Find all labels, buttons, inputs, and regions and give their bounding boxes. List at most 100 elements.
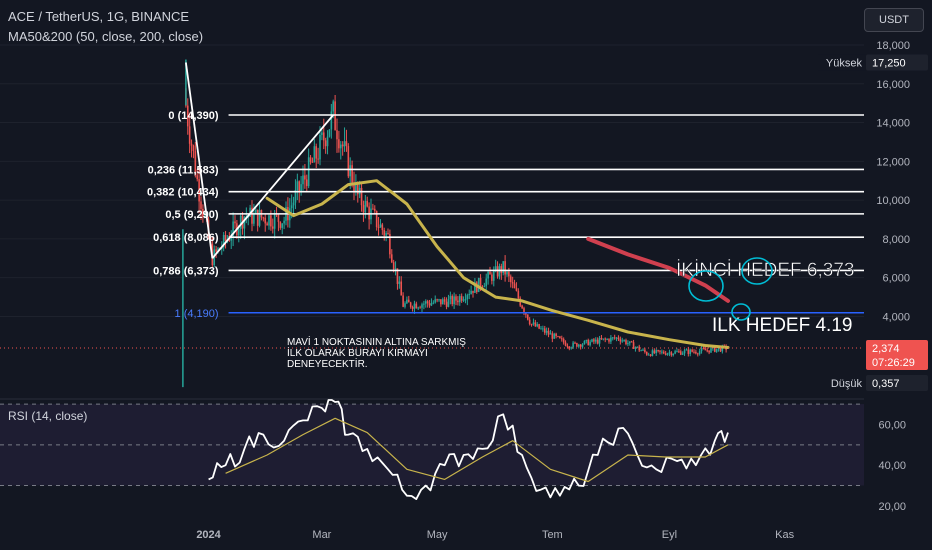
candle-body xyxy=(449,296,452,300)
candle-body xyxy=(283,220,285,224)
candle-body xyxy=(685,349,688,351)
target-circle xyxy=(688,270,724,302)
currency-button[interactable]: USDT xyxy=(864,8,924,32)
candle-body xyxy=(489,271,491,275)
candle-body xyxy=(487,271,489,279)
candle-body xyxy=(324,140,327,147)
candle-body xyxy=(402,295,404,307)
candle-body xyxy=(602,338,605,340)
candle-body xyxy=(375,210,378,227)
candle-body xyxy=(268,215,270,226)
candle-body xyxy=(198,179,200,202)
candle-body xyxy=(632,342,635,349)
rsi-ma-line xyxy=(225,417,729,483)
candle-body xyxy=(305,179,308,187)
candle-body xyxy=(457,300,459,303)
candle-body xyxy=(406,299,408,304)
candle-body xyxy=(355,182,357,193)
candle-body xyxy=(634,347,637,349)
fib-level-label: 1 (4,190) xyxy=(175,308,219,320)
candle-body xyxy=(615,337,618,339)
candle-body xyxy=(627,343,629,345)
candle-body xyxy=(296,181,299,191)
candle-body xyxy=(351,165,353,184)
fib-level-label: 0,618 (8,086) xyxy=(153,232,219,244)
candle-body xyxy=(719,347,722,352)
candle-body xyxy=(681,353,684,355)
rsi-tick-label: 60,00 xyxy=(878,419,906,431)
candle-body xyxy=(200,201,202,209)
candle-body xyxy=(500,266,503,273)
candle-body xyxy=(600,338,603,340)
candle-body xyxy=(464,299,467,301)
candle-body xyxy=(258,210,261,226)
fib-level-label: 0,382 (10,434) xyxy=(147,187,219,199)
candle-body xyxy=(670,352,673,356)
candle-body xyxy=(591,339,593,342)
candle-body xyxy=(696,353,699,355)
candle-body xyxy=(542,328,544,330)
candle-body xyxy=(713,346,716,352)
candle-body xyxy=(689,349,692,354)
candle-body xyxy=(362,205,365,213)
candle-body xyxy=(270,215,272,227)
candle-body xyxy=(441,299,444,305)
candle-body xyxy=(407,299,410,303)
candle-body xyxy=(687,349,690,354)
candle-body xyxy=(419,307,421,309)
candle-body xyxy=(502,261,505,273)
candle-body xyxy=(377,226,380,228)
candle-body xyxy=(230,237,233,241)
candle-body xyxy=(496,266,499,277)
candle-body xyxy=(451,296,454,305)
candle-body xyxy=(596,339,599,344)
candle-body xyxy=(706,350,709,352)
candle-body xyxy=(247,216,250,218)
candle-body xyxy=(481,286,484,288)
candle-body xyxy=(555,333,557,337)
candle-body xyxy=(311,161,314,163)
candle-body xyxy=(413,303,416,309)
candle-body xyxy=(625,340,627,344)
candle-body xyxy=(538,324,540,329)
candle-body xyxy=(708,350,710,353)
candle-body xyxy=(587,339,590,346)
candle-body xyxy=(222,234,225,248)
candle-body xyxy=(434,299,437,303)
note-line: MAVİ 1 NOKTASININ ALTINA SARKMIŞ xyxy=(287,335,466,348)
candle-body xyxy=(341,144,344,147)
candle-body xyxy=(576,343,578,347)
candle-body xyxy=(717,347,720,350)
candle-body xyxy=(534,322,537,327)
candle-body xyxy=(243,216,246,229)
candle-body xyxy=(477,277,480,292)
low-label-bg xyxy=(818,375,866,391)
candle-body xyxy=(447,299,450,307)
candle-body xyxy=(710,348,712,353)
candle-body xyxy=(698,351,701,354)
time-tick-label: Kas xyxy=(775,529,794,541)
candle-body xyxy=(302,175,304,185)
candle-body xyxy=(381,224,384,231)
candle-body xyxy=(430,303,433,306)
candle-body xyxy=(349,165,352,177)
symbol-title: ACE / TetherUS, 1G, BINANCE xyxy=(8,9,190,24)
candle-body xyxy=(513,283,516,289)
candle-body xyxy=(583,340,586,345)
candle-body xyxy=(661,351,663,353)
candle-body xyxy=(411,306,414,309)
candle-body xyxy=(574,342,576,344)
candle-body xyxy=(396,268,399,284)
candle-body xyxy=(366,200,369,207)
candle-body xyxy=(372,208,374,210)
high-label-bg xyxy=(818,54,866,71)
candle-body xyxy=(353,183,355,193)
candle-body xyxy=(562,339,565,343)
candle-body xyxy=(638,346,641,351)
candle-body xyxy=(511,282,514,284)
note-line: İLK OLARAK BURAYI KIRMAYI xyxy=(287,346,428,359)
candle-body xyxy=(606,339,608,341)
candle-body xyxy=(436,299,438,301)
